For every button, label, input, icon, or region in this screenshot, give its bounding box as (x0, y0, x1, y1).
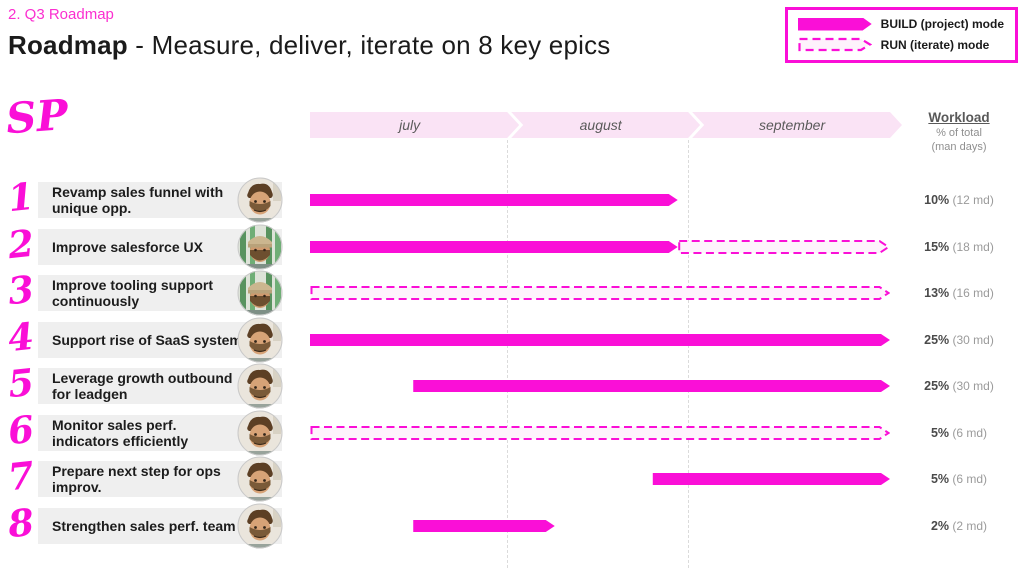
sp-logo: SP (4, 89, 70, 144)
month-segment-july: july (310, 112, 519, 138)
workload-subtitle-2: (man days) (931, 141, 987, 153)
page-title-bold: Roadmap (8, 30, 128, 60)
workload-value: 2% (2 md) (898, 519, 1020, 533)
workload-value: 5% (6 md) (898, 472, 1020, 486)
workload-percent: 5% (930, 426, 950, 440)
month-gridline (688, 140, 690, 568)
gantt-row-bars (310, 286, 890, 300)
epic-label: Improve tooling support continuously (52, 277, 213, 309)
month-segment-august: august (511, 112, 700, 138)
timeline-month-band: july august september (310, 112, 904, 138)
avatar-man-with-cap-icon (237, 270, 283, 316)
gantt-row-bars (310, 240, 890, 254)
month-gridline (507, 140, 509, 568)
epic-label: Revamp sales funnel with unique opp. (52, 184, 224, 216)
gantt-bar-build (652, 473, 890, 485)
gantt-row-bars (652, 473, 890, 485)
workload-mandays: (16 md) (949, 286, 994, 300)
workload-header: Workload % of total (man days) (898, 110, 1020, 153)
workload-mandays: (30 md) (949, 379, 994, 393)
workload-percent: 13% (924, 286, 950, 300)
workload-value: 13% (16 md) (898, 286, 1020, 300)
epic-number: 8 (5, 499, 37, 547)
workload-percent: 15% (924, 240, 950, 254)
workload-mandays: (30 md) (949, 333, 994, 347)
avatar-bearded-man-icon (237, 363, 283, 409)
legend-run-row: RUN (iterate) mode (798, 37, 1004, 52)
legend-build-row: BUILD (project) mode (798, 17, 1004, 31)
epic-number: 7 (5, 452, 37, 500)
workload-value: 25% (30 md) (898, 379, 1020, 393)
epic-number: 4 (5, 313, 37, 361)
avatar-bearded-man-icon (237, 456, 283, 502)
epic-number: 3 (5, 266, 37, 314)
avatar-man-with-cap-icon (237, 224, 283, 270)
workload-value: 5% (6 md) (898, 426, 1020, 440)
epic-label: Monitor sales perf. indicators efficient… (52, 417, 189, 449)
legend: BUILD (project) mode RUN (iterate) mode (784, 7, 1018, 63)
workload-mandays: (12 md) (949, 193, 994, 207)
run-bar-icon (798, 37, 872, 52)
workload-mandays: (6 md) (949, 472, 988, 486)
workload-percent: 5% (930, 472, 950, 486)
gantt-bar-build (310, 334, 890, 346)
workload-subtitle-1: % of total (936, 127, 982, 139)
epic-number: 1 (5, 173, 37, 221)
legend-build-label: BUILD (project) mode (880, 17, 1004, 31)
epic-number: 2 (5, 220, 37, 268)
epic-label: Prepare next step for ops improv. (52, 463, 221, 495)
epic-number: 5 (5, 359, 37, 407)
workload-value: 25% (30 md) (898, 333, 1020, 347)
epic-label: Strengthen sales perf. team (52, 518, 236, 534)
gantt-bar-build (310, 194, 678, 206)
month-segment-september: september (692, 112, 902, 138)
workload-percent: 2% (930, 519, 950, 533)
workload-value: 15% (18 md) (898, 240, 1020, 254)
workload-mandays: (2 md) (949, 519, 988, 533)
workload-value: 10% (12 md) (898, 193, 1020, 207)
month-label: july (399, 117, 421, 133)
avatar-bearded-man-icon (237, 177, 283, 223)
slide-kicker: 2. Q3 Roadmap (8, 6, 114, 23)
epic-label: Leverage growth outbound for leadgen (52, 370, 233, 402)
gantt-bar-run (678, 240, 890, 254)
avatar-bearded-man-icon (237, 410, 283, 456)
avatar-bearded-man-icon (237, 503, 283, 549)
workload-mandays: (18 md) (949, 240, 994, 254)
workload-percent: 10% (924, 193, 950, 207)
gantt-row-bars (413, 520, 555, 532)
gantt-bar-build (310, 241, 678, 253)
gantt-row-bars (310, 194, 678, 206)
month-label: september (758, 117, 826, 133)
gantt-row-bars (310, 426, 890, 440)
gantt-bar-run (310, 286, 890, 300)
avatar-bearded-man-icon (237, 317, 283, 363)
workload-percent: 25% (924, 379, 950, 393)
month-label: august (579, 117, 622, 133)
legend-run-label: RUN (iterate) mode (880, 37, 990, 52)
workload-mandays: (6 md) (949, 426, 988, 440)
workload-title: Workload (928, 110, 990, 125)
gantt-bar-build (413, 380, 890, 392)
epic-label: Support rise of SaaS system (52, 332, 242, 348)
epic-label: Improve salesforce UX (52, 239, 203, 255)
epic-number: 6 (5, 406, 37, 454)
workload-percent: 25% (924, 333, 950, 347)
gantt-row-bars (310, 334, 890, 346)
build-bar-icon (798, 18, 872, 31)
gantt-row-bars (413, 380, 890, 392)
gantt-bar-run (310, 426, 890, 440)
page-title-rest: - Measure, deliver, iterate on 8 key epi… (127, 30, 611, 60)
page-title: Roadmap - Measure, deliver, iterate on 8… (8, 30, 610, 61)
gantt-bar-build (413, 520, 555, 532)
